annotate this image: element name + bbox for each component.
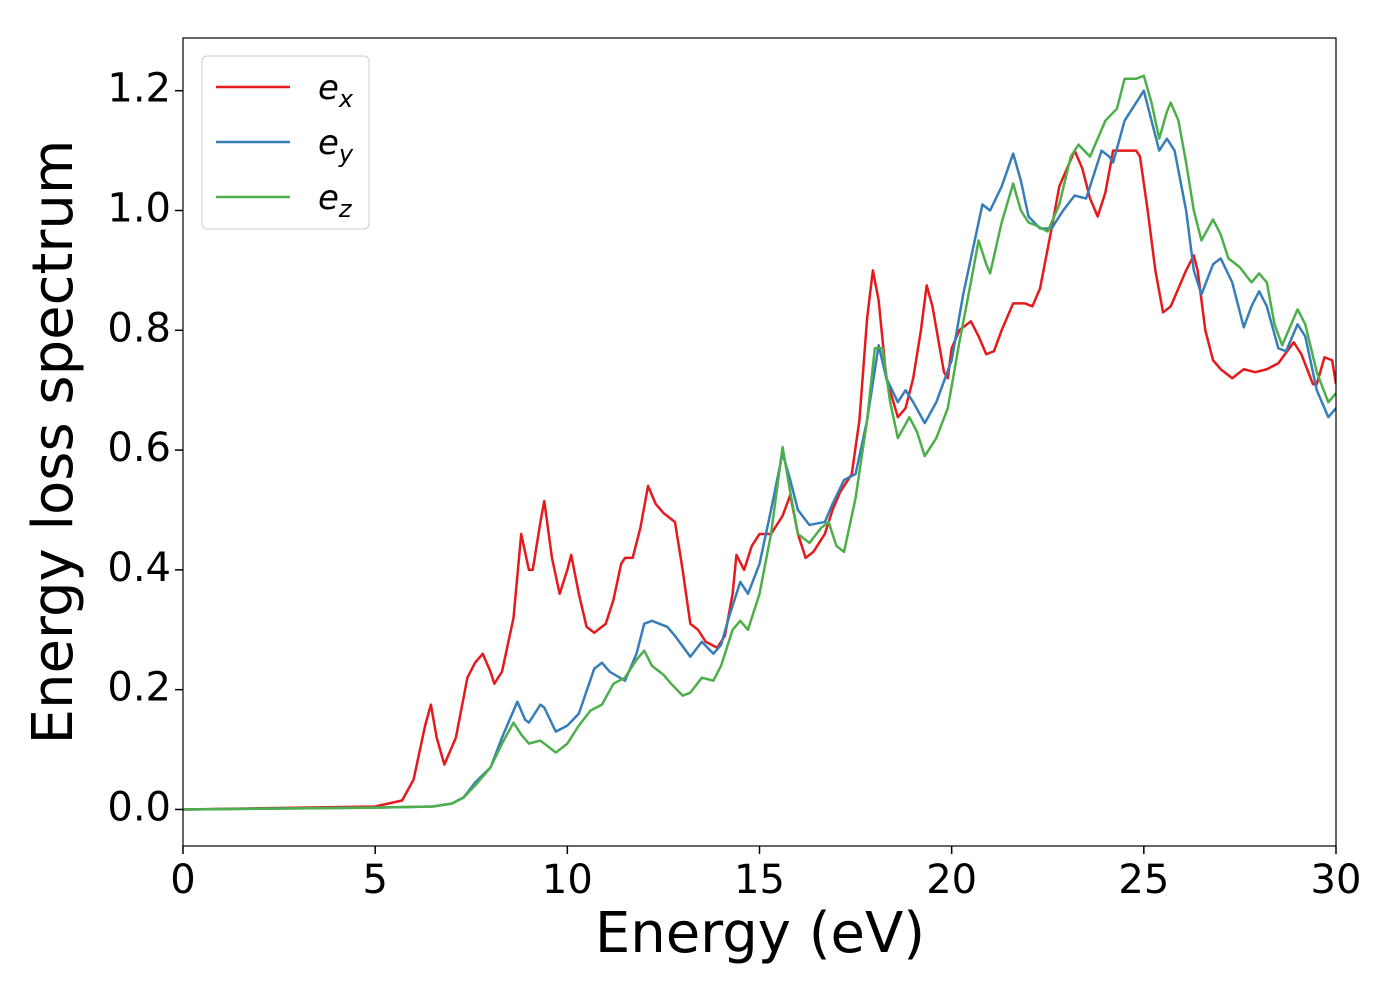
legend-label: ex <box>318 68 354 113</box>
x-tick-label: 5 <box>362 857 387 903</box>
x-tick-label: 25 <box>1118 857 1169 903</box>
series-line <box>183 89 1336 811</box>
x-tick-label: 30 <box>1311 857 1362 903</box>
legend: ex ey ez <box>201 55 370 230</box>
x-tick-label: 20 <box>926 857 977 903</box>
y-axis-label: Energy loss spectrum <box>21 140 86 745</box>
y-tick-label: 0.8 <box>107 305 171 351</box>
x-axis-label: Energy (eV) <box>595 901 925 966</box>
plot-frame <box>182 37 1337 847</box>
y-tick-label: 0.6 <box>107 425 171 471</box>
series-line <box>183 74 1336 811</box>
legend-label: ey <box>318 123 354 168</box>
y-tick-label: 0.2 <box>107 665 171 711</box>
x-tick-label: 10 <box>542 857 593 903</box>
y-tick-label: 1.0 <box>107 186 171 232</box>
y-tick-label: 0.4 <box>107 545 171 591</box>
x-tick-label: 0 <box>170 857 195 903</box>
y-tick-label: 0.0 <box>107 784 171 830</box>
y-tick-label: 1.2 <box>107 66 171 112</box>
series-line <box>183 149 1336 811</box>
legend-label: ez <box>318 178 353 223</box>
x-tick-label: 15 <box>734 857 785 903</box>
